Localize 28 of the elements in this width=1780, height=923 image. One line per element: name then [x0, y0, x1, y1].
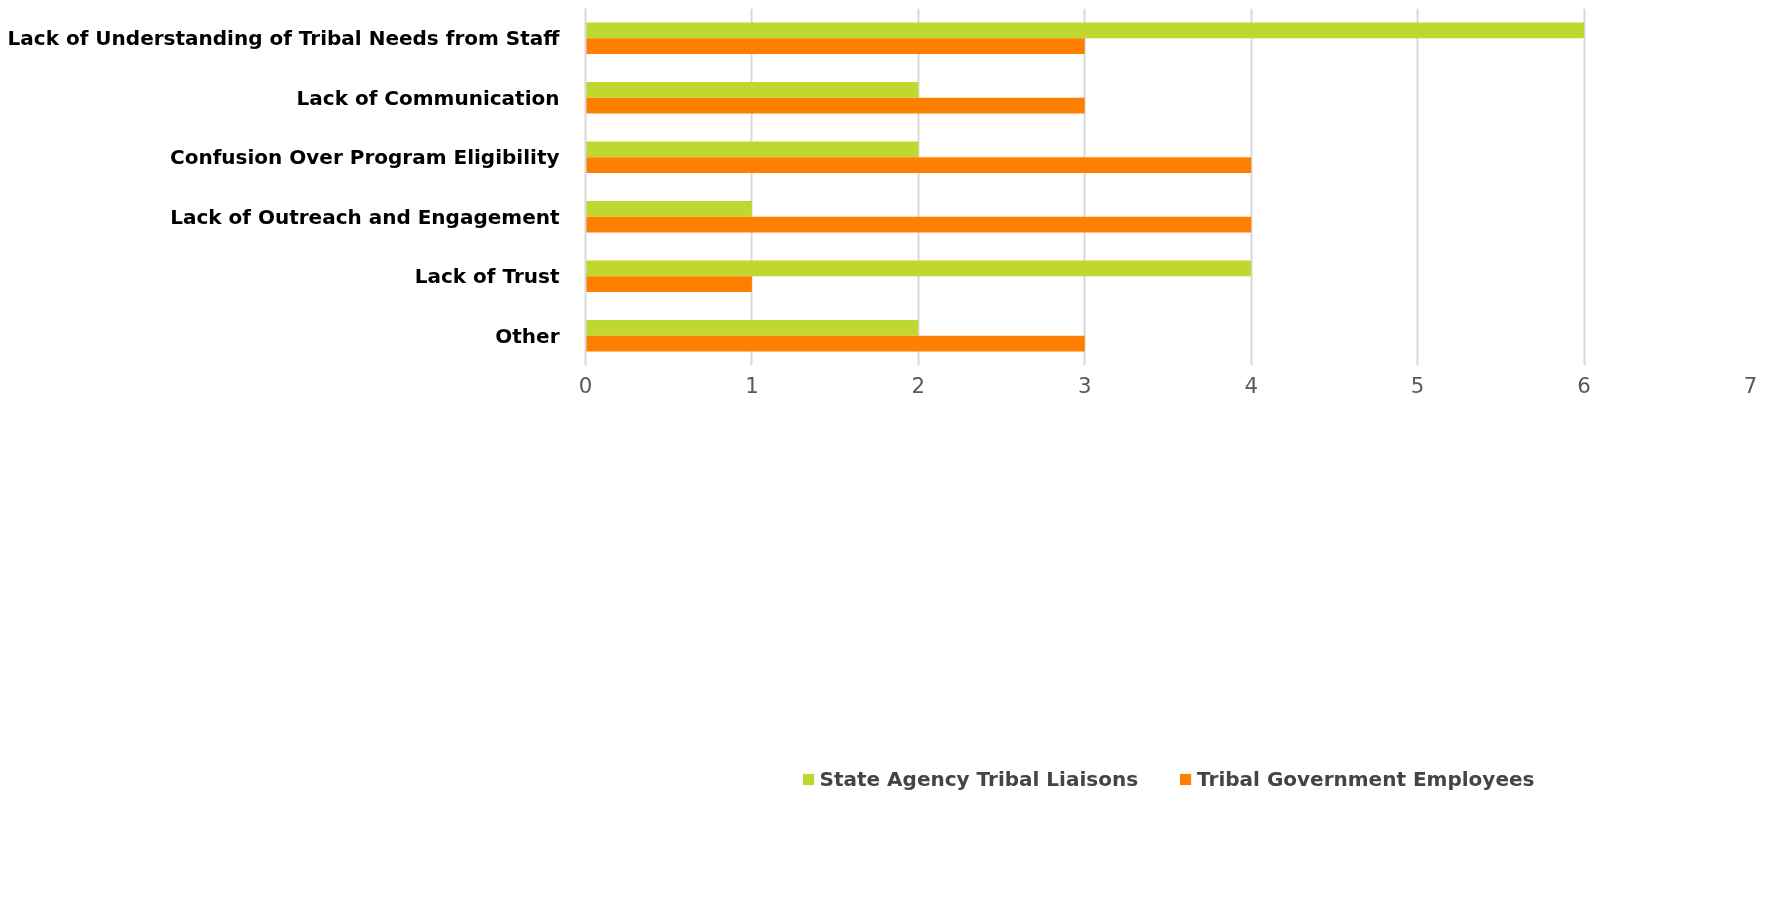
bar: [585, 141, 919, 158]
x-tick-label: 6: [1577, 372, 1591, 398]
y-tick-label: Lack of Understanding of Tribal Needs from Staff: [7, 26, 561, 51]
x-tick-label: 0: [578, 372, 593, 398]
x-tick-label: 3: [1078, 372, 1092, 398]
bar: [585, 200, 752, 217]
bar: [585, 276, 752, 293]
x-tick-label: 5: [1410, 372, 1425, 398]
y-tick-label: Lack of Outreach and Engagement: [170, 204, 560, 229]
bar: [585, 97, 1085, 114]
legend-label: Tribal Government Employees: [1197, 767, 1535, 791]
bar: [585, 335, 1085, 352]
x-tick-label: 2: [911, 372, 926, 398]
x-tick-label: 7: [1743, 372, 1758, 398]
bar: [585, 38, 1085, 55]
bar: [585, 216, 1252, 233]
bar: [585, 319, 919, 336]
y-tick-label: Lack of Communication: [296, 85, 560, 110]
y-tick-label: Lack of Trust: [414, 264, 560, 289]
bar: [585, 22, 1585, 39]
y-tick-label: Confusion Over Program Eligibility: [170, 145, 560, 170]
bar: [585, 81, 919, 98]
legend-label: State Agency Tribal Liaisons: [819, 767, 1139, 791]
y-tick-label: Other: [495, 323, 560, 348]
x-tick-label: 4: [1244, 372, 1259, 398]
x-tick-label: 1: [745, 372, 759, 398]
bar: [585, 157, 1252, 174]
bar: [585, 260, 1252, 277]
